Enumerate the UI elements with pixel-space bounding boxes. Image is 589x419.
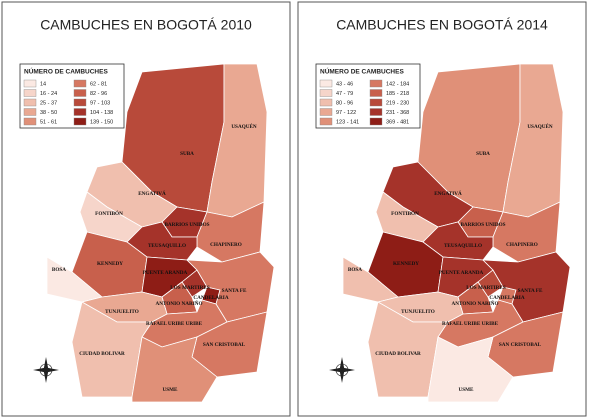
map-panel: CAMBUCHES EN BOGOTÁ 2014 SUBA USAQUÉN ENGAT… bbox=[297, 1, 587, 417]
locality-label: ANTONIO NARIÑO bbox=[155, 299, 202, 307]
locality-label: LOS MARTIRES bbox=[466, 285, 506, 291]
legend-swatch bbox=[369, 117, 383, 126]
locality-label: CHAPINERO bbox=[210, 242, 242, 248]
locality-label: PUENTE ARANDA bbox=[439, 270, 484, 276]
legend-swatch bbox=[319, 117, 333, 126]
locality-label: ENGATIVÁ bbox=[138, 189, 166, 197]
legend-swatch bbox=[319, 98, 333, 107]
legend-swatch bbox=[73, 98, 87, 107]
legend-label: 47 - 79 bbox=[336, 91, 353, 97]
locality-label: TEUSAQUILLO bbox=[444, 243, 482, 249]
legend-label: 62 - 81 bbox=[90, 81, 107, 87]
legend-label: 231 - 368 bbox=[386, 110, 409, 116]
locality-label: USAQUÉN bbox=[527, 122, 553, 130]
locality-label: BOSA bbox=[348, 267, 362, 273]
locality-label: CHAPINERO bbox=[506, 242, 538, 248]
compass-ring bbox=[335, 363, 349, 377]
locality-label: KENNEDY bbox=[97, 261, 123, 267]
legend-label: 51 - 61 bbox=[40, 119, 57, 125]
locality-label: RAFAEL URIBE URIBE bbox=[442, 321, 499, 327]
legend-swatch bbox=[73, 89, 87, 97]
legend-label: 185 - 218 bbox=[386, 91, 409, 97]
locality-label: PUENTE ARANDA bbox=[143, 270, 188, 276]
locality-label: ENGATIVÁ bbox=[434, 189, 462, 197]
legend-swatch bbox=[73, 117, 87, 126]
map-title: CAMBUCHES EN BOGOTÁ 2010 bbox=[40, 17, 252, 33]
locality-label: USAQUÉN bbox=[231, 122, 257, 130]
locality-label: LOS MARTIRES bbox=[170, 285, 210, 291]
locality-label: SAN CRISTOBAL bbox=[499, 342, 542, 348]
legend-swatch bbox=[319, 89, 333, 97]
locality-label: FONTIBÓN bbox=[391, 209, 419, 217]
legend: NÚMERO DE CAMBUCHES 43 - 46 47 - 79 80 - 96… bbox=[315, 63, 421, 129]
locality-label: CIUDAD BOLIVAR bbox=[375, 351, 421, 357]
legend-title: NÚMERO DE CAMBUCHES bbox=[320, 67, 404, 76]
legend-label: 97 - 122 bbox=[336, 110, 356, 116]
locality-label: SANTA FE bbox=[222, 288, 247, 294]
locality-label: USME bbox=[163, 387, 179, 393]
locality-label: SUBA bbox=[476, 151, 490, 157]
legend-label: 38 - 50 bbox=[40, 110, 57, 116]
locality bbox=[131, 336, 218, 403]
legend-label: 219 - 230 bbox=[386, 100, 409, 106]
compass bbox=[329, 357, 355, 383]
legend-swatch bbox=[319, 108, 333, 116]
legend-swatch bbox=[369, 79, 383, 88]
legend-swatch bbox=[23, 98, 37, 107]
locality-label: SANTA FE bbox=[518, 288, 543, 294]
locality-label: TUNJUELITO bbox=[401, 309, 435, 315]
legend-box bbox=[315, 63, 421, 129]
legend-swatch bbox=[23, 108, 37, 116]
legend-label: 25 - 37 bbox=[40, 100, 57, 106]
locality-label: SAN CRISTOBAL bbox=[203, 342, 246, 348]
legend-swatch bbox=[369, 108, 383, 116]
locality-label: KENNEDY bbox=[393, 261, 419, 267]
legend-label: 14 bbox=[40, 81, 46, 87]
compass-ew bbox=[329, 367, 355, 373]
locality-label: RAFAEL URIBE URIBE bbox=[146, 321, 203, 327]
compass-ring bbox=[39, 363, 53, 377]
legend-label: 97 - 103 bbox=[90, 100, 110, 106]
locality-label: TUNJUELITO bbox=[105, 309, 139, 315]
compass bbox=[33, 357, 59, 383]
locality-label: CANDELARIA bbox=[489, 295, 524, 301]
legend-label: 82 - 96 bbox=[90, 91, 107, 97]
compass-ew bbox=[33, 367, 59, 373]
legend: NÚMERO DE CAMBUCHES 14 16 - 24 25 - 37 38 - … bbox=[19, 63, 125, 129]
legend-label: 104 - 138 bbox=[90, 110, 113, 116]
legend-swatch bbox=[369, 98, 383, 107]
locality-label: CANDELARIA bbox=[193, 295, 228, 301]
map-title: CAMBUCHES EN BOGOTÁ 2014 bbox=[336, 17, 548, 33]
legend-swatch bbox=[23, 89, 37, 97]
locality-label: BARRIOS UNIDOS bbox=[164, 222, 209, 228]
locality-label: CIUDAD BOLIVAR bbox=[79, 351, 125, 357]
legend-swatch bbox=[23, 117, 37, 126]
legend-label: 142 - 184 bbox=[386, 81, 409, 87]
locality-label: SUBA bbox=[180, 151, 194, 157]
legend-swatch bbox=[369, 89, 383, 97]
legend-label: 123 - 141 bbox=[336, 119, 359, 125]
locality bbox=[427, 336, 514, 403]
legend-swatch bbox=[23, 79, 37, 88]
legend-label: 139 - 150 bbox=[90, 119, 113, 125]
legend-box bbox=[19, 63, 125, 129]
locality-label: BARRIOS UNIDOS bbox=[460, 222, 505, 228]
locality-label: TEUSAQUILLO bbox=[148, 243, 186, 249]
legend-title: NÚMERO DE CAMBUCHES bbox=[24, 67, 108, 76]
legend-label: 43 - 46 bbox=[336, 81, 353, 87]
legend-label: 80 - 96 bbox=[336, 100, 353, 106]
locality-label: FONTIBÓN bbox=[95, 209, 123, 217]
locality-label: ANTONIO NARIÑO bbox=[451, 299, 498, 307]
locality-label: USME bbox=[459, 387, 475, 393]
locality-label: BOSA bbox=[52, 267, 66, 273]
legend-swatch bbox=[73, 108, 87, 116]
legend-label: 16 - 24 bbox=[40, 91, 57, 97]
map-panel: CAMBUCHES EN BOGOTÁ 2010 SUBA USAQUÉN ENGAT… bbox=[1, 1, 291, 417]
legend-label: 369 - 481 bbox=[386, 119, 409, 125]
legend-swatch bbox=[319, 79, 333, 88]
legend-swatch bbox=[73, 79, 87, 88]
